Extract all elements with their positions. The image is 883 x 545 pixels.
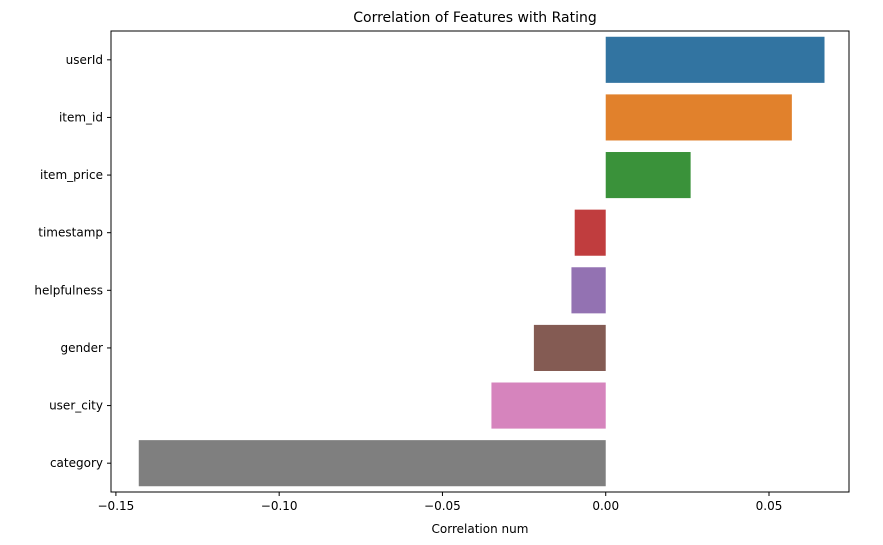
y-tick-label: gender: [60, 341, 103, 355]
x-tick-label: 0.05: [756, 499, 783, 513]
y-tick-label: timestamp: [38, 226, 103, 240]
x-tick-label: −0.10: [261, 499, 298, 513]
y-tick-label: category: [50, 456, 103, 470]
y-tick-label: helpfulness: [34, 283, 103, 297]
bar-item-price: [605, 152, 691, 199]
x-tick-label: −0.15: [98, 499, 135, 513]
bar-userid: [605, 36, 825, 83]
bar-item-id: [605, 94, 792, 141]
bar-helpfulness: [571, 267, 606, 314]
y-axis: userId item_id item_price timestamp helpfuln…: [34, 53, 111, 470]
bar-category: [138, 440, 606, 487]
bar-timestamp: [574, 209, 606, 256]
y-tick-label: userId: [66, 53, 103, 67]
bar-gender: [533, 324, 606, 371]
chart-title: Correlation of Features with Rating: [353, 10, 597, 26]
x-tick-label: −0.05: [424, 499, 461, 513]
y-tick-label: user_city: [49, 399, 103, 413]
plot-frame: [110, 30, 850, 493]
bar-user-city: [491, 382, 606, 429]
y-tick-label: item_id: [59, 110, 103, 124]
x-axis: −0.15 −0.10 −0.05 0.00 0.05: [98, 492, 783, 513]
x-tick-label: 0.00: [592, 499, 619, 513]
y-tick-label: item_price: [40, 168, 103, 182]
bars-group: [138, 36, 825, 487]
x-axis-label: Correlation num: [432, 522, 529, 536]
